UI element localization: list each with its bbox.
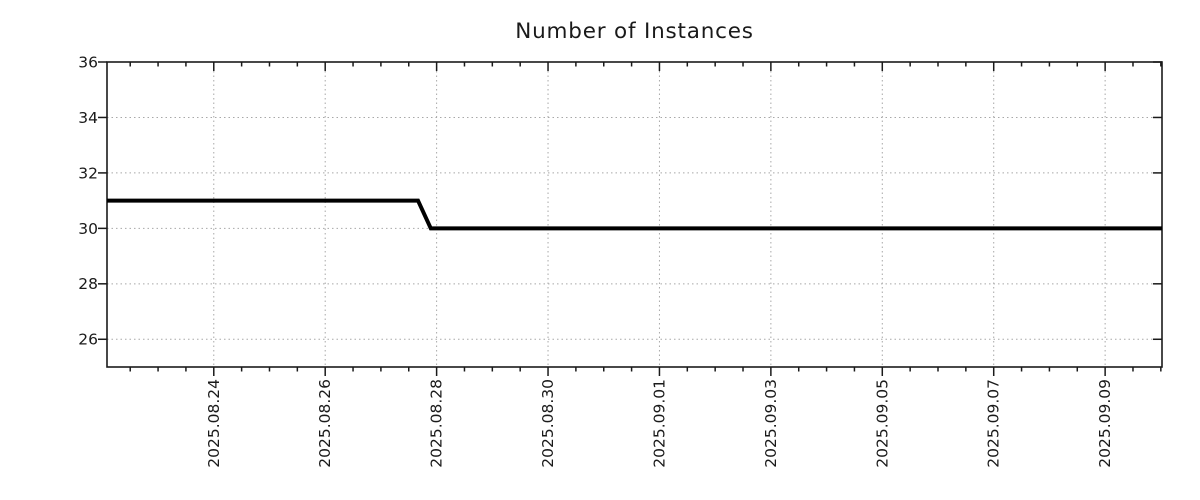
x-tick-label: 2025.09.05 [873, 379, 891, 468]
plot-border [106, 61, 1163, 368]
x-tick-label: 2025.08.26 [316, 379, 334, 468]
x-tick-label: 2025.09.09 [1096, 379, 1114, 468]
y-tick-label: 26 [78, 331, 98, 349]
chart-title: Number of Instances [515, 19, 754, 44]
x-tick-label: 2025.09.03 [762, 379, 780, 468]
y-tick-label: 32 [78, 164, 98, 182]
x-tick-label: 2025.08.30 [539, 379, 557, 468]
y-tick-label: 36 [78, 53, 98, 71]
x-tick-label: 2025.09.01 [650, 379, 668, 468]
gridlines [107, 62, 1162, 367]
y-tick-label: 28 [78, 275, 98, 293]
x-tick-label: 2025.08.28 [428, 379, 446, 468]
y-tick-label: 30 [78, 220, 98, 238]
axes-frame [106, 61, 1163, 368]
data-line-instances [107, 198, 1162, 231]
y-tick-label: 34 [78, 109, 98, 127]
x-tick-label: 2025.08.24 [205, 379, 223, 468]
series-lines [107, 198, 1162, 231]
x-tick-label: 2025.09.07 [985, 379, 1003, 468]
tick-labels: 26 28 30 32 34 36 2025.08.24 2025.08.26 2025.08.… [78, 53, 1114, 467]
tick-marks [98, 61, 1162, 376]
